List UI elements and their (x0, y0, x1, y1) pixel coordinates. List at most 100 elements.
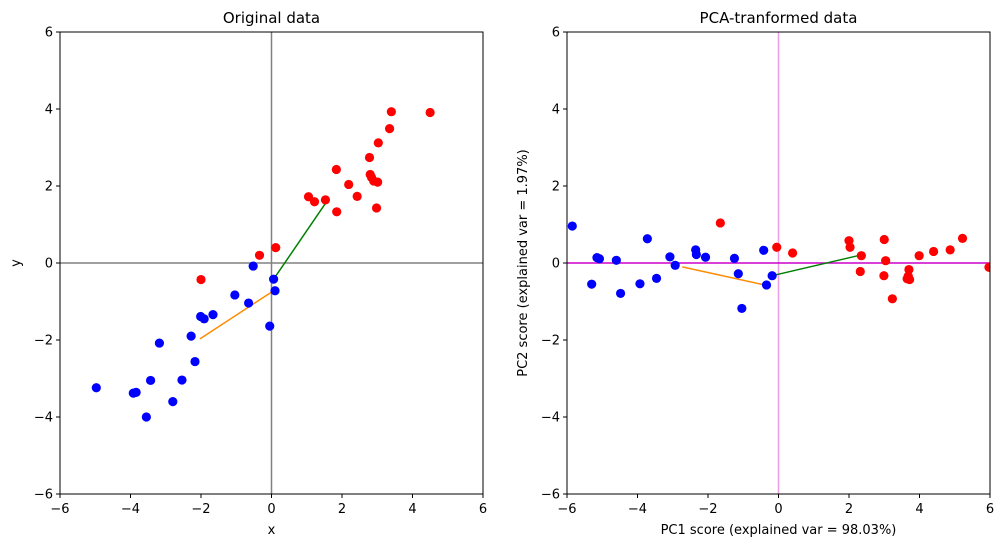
red-point (344, 179, 354, 190)
red-point (320, 195, 331, 205)
x-tick-label: 6 (479, 502, 487, 517)
red-point (845, 242, 855, 252)
blue-point (145, 375, 156, 386)
red-point (788, 248, 798, 258)
y-tick-label: 2 (552, 180, 560, 195)
blue-point (761, 280, 772, 290)
segment-line-1 (199, 290, 275, 340)
segment-line-2 (272, 199, 329, 280)
x-tick-label: −2 (191, 502, 210, 517)
blue-point (615, 288, 626, 299)
blue-point (199, 314, 209, 324)
red-point (254, 250, 265, 260)
chart-title: PCA-tranformed data (700, 9, 858, 27)
red-point (929, 246, 939, 257)
x-tick-label: −4 (628, 502, 647, 517)
y-tick-label: −6 (541, 488, 560, 503)
red-point (881, 256, 891, 266)
blue-point (567, 221, 577, 231)
blue-point (635, 279, 645, 289)
red-point (384, 124, 395, 134)
blue-point (269, 274, 279, 284)
blue-point (154, 338, 165, 348)
blue-point (651, 273, 662, 283)
red-point (386, 107, 396, 117)
x-tick-label: 2 (845, 502, 853, 517)
blue-point (594, 254, 605, 264)
red-point (715, 218, 725, 228)
red-point (879, 234, 889, 245)
red-point (332, 207, 342, 217)
red-point (373, 138, 383, 148)
y-tick-label: 4 (552, 103, 560, 118)
x-tick-label: 4 (915, 502, 923, 517)
blue-point (733, 269, 743, 279)
blue-point (729, 253, 740, 263)
red-point (905, 274, 915, 285)
blue-point (587, 279, 597, 289)
y-tick-label: −4 (541, 411, 560, 426)
red-point (904, 264, 914, 275)
x-tick-label: 2 (338, 502, 346, 517)
red-point (271, 243, 281, 253)
y-tick-label: −4 (34, 411, 53, 426)
segment-line-1 (682, 266, 767, 287)
blue-point (642, 234, 652, 244)
y-tick-label: −2 (541, 334, 560, 349)
red-point (772, 242, 782, 252)
blue-point (248, 261, 258, 271)
blue-point (737, 303, 747, 314)
blue-point (759, 245, 769, 255)
red-point (364, 152, 375, 163)
blue-point (691, 249, 701, 260)
chart-title: Original data (223, 9, 320, 27)
blue-point (141, 412, 151, 422)
blue-point (767, 271, 777, 281)
red-point (331, 164, 341, 175)
blue-point (230, 290, 240, 300)
y-tick-label: 2 (45, 180, 53, 195)
red-point (425, 107, 435, 118)
blue-point (131, 387, 141, 397)
x-tick-label: 4 (408, 502, 416, 517)
blue-point (243, 298, 254, 308)
blue-point (665, 252, 675, 262)
x-tick-label: 6 (986, 502, 994, 517)
y-tick-label: 4 (45, 103, 53, 118)
axes-pca-transformed-data: −6−6 −4 −4 −2 −2 0 0 2 2 4 4 6 6 PCA-tranformed data P… (516, 9, 994, 538)
blue-point (168, 397, 178, 407)
x-tick-label: 0 (774, 502, 782, 517)
y-tick-label: 6 (552, 26, 560, 41)
red-point (879, 271, 889, 281)
blue-point (190, 356, 200, 367)
red-point (856, 251, 866, 261)
y-tick-label: −6 (34, 488, 53, 503)
x-tick-label: −2 (698, 502, 717, 517)
blue-point (186, 331, 196, 341)
x-tick-label: −6 (557, 502, 576, 517)
red-point (887, 294, 897, 304)
x-axis-label: x (268, 523, 276, 538)
red-point (945, 245, 955, 255)
x-axis-label: PC1 score (explained var = 98.03%) (661, 523, 897, 538)
blue-point (208, 309, 218, 320)
y-tick-label: 0 (45, 257, 53, 272)
y-tick-label: −2 (34, 334, 53, 349)
blue-point (177, 375, 187, 385)
axes-original-data: −6−6 −4 −4 −2 −2 0 0 2 2 4 4 6 6 Original data x y (9, 9, 487, 538)
x-tick-label: 0 (267, 502, 275, 517)
red-point (373, 177, 383, 187)
red-point (196, 274, 206, 285)
red-point (957, 233, 968, 243)
blue-point (611, 255, 621, 265)
red-point (371, 203, 382, 213)
y-axis-label: PC2 score (explained var = 1.97%) (516, 149, 531, 377)
y-axis-label: y (9, 259, 24, 267)
red-point (914, 251, 924, 261)
blue-point (91, 383, 101, 393)
blue-point (700, 252, 711, 262)
blue-point (270, 286, 280, 296)
red-point (984, 262, 990, 272)
x-tick-label: −4 (121, 502, 140, 517)
